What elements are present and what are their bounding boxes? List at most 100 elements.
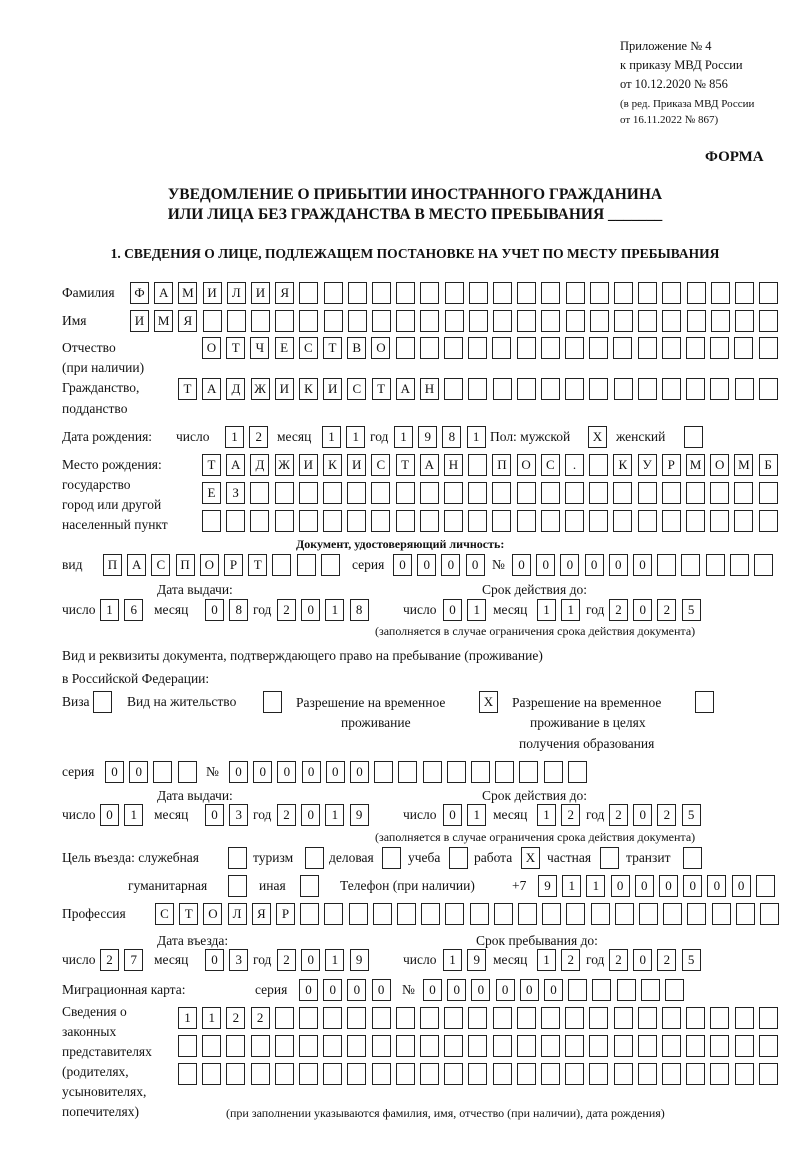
purpose-private-checkbox[interactable]	[600, 847, 624, 869]
char-cell[interactable]	[323, 282, 343, 304]
char-cell[interactable]	[421, 903, 441, 925]
char-cell[interactable]	[347, 1007, 367, 1029]
char-cell[interactable]: 0	[707, 875, 727, 897]
char-cell[interactable]	[274, 482, 294, 504]
char-cell[interactable]	[300, 875, 319, 897]
char-cell[interactable]	[272, 554, 292, 576]
char-cell[interactable]: А	[127, 554, 147, 576]
char-cell[interactable]: О	[203, 903, 223, 925]
char-cell[interactable]	[445, 903, 465, 925]
char-cell[interactable]	[710, 510, 730, 532]
char-cell[interactable]	[444, 1063, 464, 1085]
birthplace-field-3[interactable]	[202, 510, 783, 532]
char-cell[interactable]: 0	[633, 804, 653, 826]
char-cell[interactable]: И	[274, 378, 294, 400]
char-cell[interactable]: 2	[277, 949, 296, 971]
char-cell[interactable]	[662, 1035, 681, 1057]
char-cell[interactable]: .	[565, 454, 584, 476]
char-cell[interactable]: С	[347, 378, 367, 400]
char-cell[interactable]	[758, 1063, 778, 1085]
char-cell[interactable]	[613, 482, 633, 504]
char-cell[interactable]: А	[202, 378, 222, 400]
char-cell[interactable]	[686, 1007, 706, 1029]
char-cell[interactable]: 2	[277, 804, 296, 826]
char-cell[interactable]	[493, 310, 512, 332]
char-cell[interactable]	[589, 482, 609, 504]
char-cell[interactable]	[657, 554, 677, 576]
char-cell[interactable]	[468, 482, 488, 504]
char-cell[interactable]	[395, 1035, 415, 1057]
char-cell[interactable]	[395, 510, 415, 532]
trp-checkbox[interactable]: X	[479, 691, 503, 713]
char-cell[interactable]	[662, 282, 682, 304]
char-cell[interactable]	[444, 310, 464, 332]
char-cell[interactable]: 0	[536, 554, 556, 576]
char-cell[interactable]: К	[323, 454, 342, 476]
char-cell[interactable]	[250, 1035, 270, 1057]
char-cell[interactable]	[565, 1035, 585, 1057]
char-cell[interactable]	[710, 1035, 730, 1057]
char-cell[interactable]	[592, 979, 612, 1001]
char-cell[interactable]	[444, 1035, 464, 1057]
char-cell[interactable]	[492, 378, 512, 400]
reps-field-3[interactable]	[178, 1063, 783, 1085]
char-cell[interactable]	[687, 903, 707, 925]
char-cell[interactable]: 1	[100, 599, 119, 621]
char-cell[interactable]	[492, 1063, 512, 1085]
char-cell[interactable]: 0	[301, 599, 321, 621]
char-cell[interactable]	[250, 1063, 270, 1085]
char-cell[interactable]: 0	[465, 554, 485, 576]
char-cell[interactable]: С	[151, 554, 171, 576]
char-cell[interactable]: Р	[224, 554, 243, 576]
char-cell[interactable]: 9	[418, 426, 438, 448]
char-cell[interactable]	[395, 1007, 415, 1029]
char-cell[interactable]	[299, 1035, 318, 1057]
char-cell[interactable]	[468, 1063, 488, 1085]
char-cell[interactable]: Ж	[250, 378, 270, 400]
char-cell[interactable]	[758, 482, 778, 504]
char-cell[interactable]	[275, 310, 295, 332]
char-cell[interactable]: 2	[249, 426, 269, 448]
char-cell[interactable]	[565, 337, 584, 359]
char-cell[interactable]	[516, 482, 536, 504]
char-cell[interactable]	[492, 510, 512, 532]
char-cell[interactable]: 2	[277, 599, 296, 621]
purpose-service-checkbox[interactable]	[228, 847, 252, 869]
char-cell[interactable]	[567, 761, 587, 783]
char-cell[interactable]: З	[226, 482, 246, 504]
visa-checkbox[interactable]	[93, 691, 117, 713]
char-cell[interactable]	[565, 282, 585, 304]
purpose-business-checkbox[interactable]	[382, 847, 406, 869]
char-cell[interactable]	[759, 282, 779, 304]
char-cell[interactable]	[395, 337, 415, 359]
char-cell[interactable]	[374, 761, 394, 783]
char-cell[interactable]	[468, 454, 488, 476]
char-cell[interactable]: 2	[561, 949, 581, 971]
char-cell[interactable]	[710, 282, 730, 304]
char-cell[interactable]	[541, 1007, 560, 1029]
char-cell[interactable]: 2	[609, 804, 628, 826]
char-cell[interactable]	[566, 903, 586, 925]
char-cell[interactable]: 0	[512, 554, 531, 576]
char-cell[interactable]	[613, 510, 633, 532]
char-cell[interactable]	[662, 378, 681, 400]
char-cell[interactable]: 2	[657, 949, 677, 971]
char-cell[interactable]	[613, 378, 633, 400]
char-cell[interactable]: И	[323, 378, 343, 400]
char-cell[interactable]	[492, 1007, 512, 1029]
char-cell[interactable]: 0	[301, 761, 321, 783]
char-cell[interactable]	[759, 310, 779, 332]
purpose-tourism-checkbox[interactable]	[305, 847, 329, 869]
char-cell[interactable]: И	[347, 454, 367, 476]
char-cell[interactable]	[516, 337, 536, 359]
char-cell[interactable]	[758, 1007, 778, 1029]
sex-male-checkbox[interactable]: X	[588, 426, 612, 448]
char-cell[interactable]	[758, 510, 778, 532]
